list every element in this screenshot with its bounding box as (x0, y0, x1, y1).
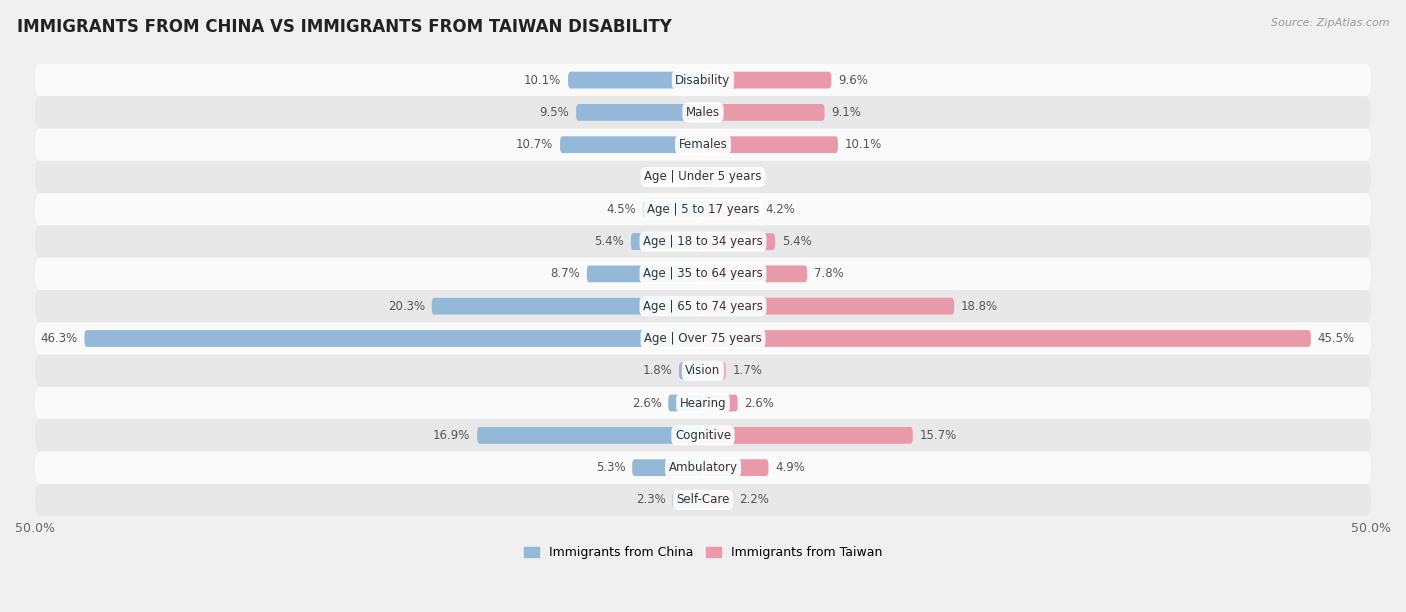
FancyBboxPatch shape (432, 298, 703, 315)
Text: Ambulatory: Ambulatory (668, 461, 738, 474)
FancyBboxPatch shape (703, 395, 738, 411)
FancyBboxPatch shape (703, 201, 759, 218)
Text: 1.0%: 1.0% (723, 171, 752, 184)
FancyBboxPatch shape (576, 104, 703, 121)
Text: 7.8%: 7.8% (814, 267, 844, 280)
FancyBboxPatch shape (35, 225, 1371, 258)
Text: Males: Males (686, 106, 720, 119)
Text: Disability: Disability (675, 73, 731, 87)
FancyBboxPatch shape (703, 362, 725, 379)
FancyBboxPatch shape (35, 484, 1371, 516)
Text: 10.1%: 10.1% (524, 73, 561, 87)
Text: 4.9%: 4.9% (775, 461, 806, 474)
Text: 8.7%: 8.7% (550, 267, 581, 280)
FancyBboxPatch shape (703, 72, 831, 89)
Text: 5.4%: 5.4% (595, 235, 624, 248)
Text: 46.3%: 46.3% (41, 332, 77, 345)
Text: 2.2%: 2.2% (740, 493, 769, 507)
Text: 15.7%: 15.7% (920, 429, 956, 442)
Text: 18.8%: 18.8% (960, 300, 998, 313)
FancyBboxPatch shape (690, 168, 703, 185)
FancyBboxPatch shape (679, 362, 703, 379)
FancyBboxPatch shape (703, 330, 1310, 347)
Text: 5.3%: 5.3% (596, 461, 626, 474)
Text: 9.5%: 9.5% (540, 106, 569, 119)
Text: 9.1%: 9.1% (831, 106, 860, 119)
FancyBboxPatch shape (586, 266, 703, 282)
Text: Age | 35 to 64 years: Age | 35 to 64 years (643, 267, 763, 280)
Text: 10.1%: 10.1% (845, 138, 882, 151)
FancyBboxPatch shape (631, 233, 703, 250)
Text: 2.3%: 2.3% (636, 493, 665, 507)
FancyBboxPatch shape (35, 96, 1371, 129)
FancyBboxPatch shape (643, 201, 703, 218)
FancyBboxPatch shape (633, 459, 703, 476)
FancyBboxPatch shape (703, 233, 775, 250)
Text: 20.3%: 20.3% (388, 300, 425, 313)
Text: 2.6%: 2.6% (631, 397, 662, 409)
FancyBboxPatch shape (35, 419, 1371, 452)
Text: Age | 18 to 34 years: Age | 18 to 34 years (643, 235, 763, 248)
Legend: Immigrants from China, Immigrants from Taiwan: Immigrants from China, Immigrants from T… (519, 541, 887, 564)
FancyBboxPatch shape (703, 266, 807, 282)
FancyBboxPatch shape (35, 452, 1371, 484)
FancyBboxPatch shape (568, 72, 703, 89)
Text: Females: Females (679, 138, 727, 151)
FancyBboxPatch shape (668, 395, 703, 411)
Text: Cognitive: Cognitive (675, 429, 731, 442)
FancyBboxPatch shape (35, 64, 1371, 96)
FancyBboxPatch shape (703, 104, 824, 121)
FancyBboxPatch shape (35, 290, 1371, 323)
Text: Vision: Vision (685, 364, 721, 377)
Text: Self-Care: Self-Care (676, 493, 730, 507)
FancyBboxPatch shape (35, 129, 1371, 161)
Text: 2.6%: 2.6% (744, 397, 775, 409)
Text: Hearing: Hearing (679, 397, 727, 409)
FancyBboxPatch shape (35, 387, 1371, 419)
FancyBboxPatch shape (35, 354, 1371, 387)
Text: IMMIGRANTS FROM CHINA VS IMMIGRANTS FROM TAIWAN DISABILITY: IMMIGRANTS FROM CHINA VS IMMIGRANTS FROM… (17, 18, 672, 36)
Text: 5.4%: 5.4% (782, 235, 811, 248)
Text: Source: ZipAtlas.com: Source: ZipAtlas.com (1271, 18, 1389, 28)
FancyBboxPatch shape (35, 258, 1371, 290)
Text: 45.5%: 45.5% (1317, 332, 1355, 345)
FancyBboxPatch shape (703, 168, 717, 185)
FancyBboxPatch shape (477, 427, 703, 444)
FancyBboxPatch shape (703, 136, 838, 153)
Text: Age | Over 75 years: Age | Over 75 years (644, 332, 762, 345)
Text: Age | 5 to 17 years: Age | 5 to 17 years (647, 203, 759, 216)
Text: Age | Under 5 years: Age | Under 5 years (644, 171, 762, 184)
FancyBboxPatch shape (703, 491, 733, 509)
FancyBboxPatch shape (560, 136, 703, 153)
FancyBboxPatch shape (672, 491, 703, 509)
FancyBboxPatch shape (703, 459, 769, 476)
FancyBboxPatch shape (84, 330, 703, 347)
Text: Age | 65 to 74 years: Age | 65 to 74 years (643, 300, 763, 313)
FancyBboxPatch shape (703, 427, 912, 444)
FancyBboxPatch shape (35, 193, 1371, 225)
Text: 4.5%: 4.5% (606, 203, 636, 216)
Text: 9.6%: 9.6% (838, 73, 868, 87)
Text: 4.2%: 4.2% (766, 203, 796, 216)
Text: 0.96%: 0.96% (647, 171, 683, 184)
FancyBboxPatch shape (35, 161, 1371, 193)
FancyBboxPatch shape (35, 323, 1371, 354)
Text: 1.8%: 1.8% (643, 364, 672, 377)
Text: 16.9%: 16.9% (433, 429, 471, 442)
FancyBboxPatch shape (703, 298, 955, 315)
Text: 10.7%: 10.7% (516, 138, 554, 151)
Text: 1.7%: 1.7% (733, 364, 762, 377)
